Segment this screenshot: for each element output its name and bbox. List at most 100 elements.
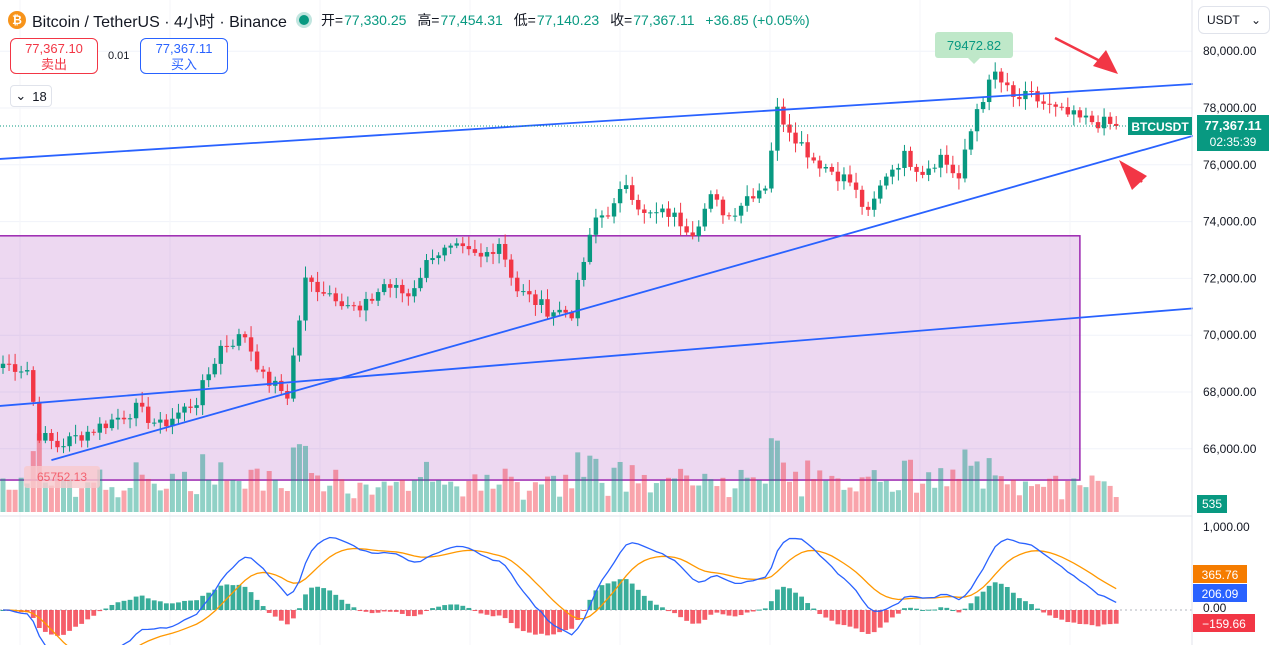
candle[interactable] [188,398,193,414]
candle[interactable] [775,97,780,161]
candle[interactable] [1011,81,1016,107]
candle[interactable] [1114,116,1119,130]
candle[interactable] [533,289,538,316]
candle[interactable] [12,353,18,381]
candle[interactable] [654,202,659,224]
candle[interactable] [611,198,617,224]
candle[interactable] [872,191,877,217]
candle[interactable] [25,361,30,376]
candle[interactable] [127,413,133,429]
candle[interactable] [648,210,653,219]
candle[interactable] [375,288,381,307]
candle[interactable] [587,228,593,265]
candle[interactable] [527,279,532,303]
candle[interactable] [182,403,187,422]
candle[interactable] [466,236,472,256]
candle[interactable] [230,339,236,350]
candle[interactable] [248,326,254,362]
candle[interactable] [1101,108,1107,136]
candle[interactable] [363,291,369,322]
candle[interactable] [152,418,157,427]
candle[interactable] [43,426,48,444]
candle[interactable] [381,278,387,296]
candle[interactable] [968,128,974,155]
sell-button[interactable]: 77,367.10 卖出 [10,38,98,74]
candle[interactable] [61,438,66,454]
candle[interactable] [224,335,230,353]
candle[interactable] [878,180,883,204]
candle[interactable] [859,185,865,215]
candle[interactable] [545,289,550,320]
candle[interactable] [956,165,962,190]
candle[interactable] [424,253,429,283]
candle[interactable] [430,249,435,265]
mid-trend-line[interactable] [0,307,1195,407]
candle[interactable] [986,74,992,111]
candle[interactable] [684,218,689,236]
candle[interactable] [509,254,514,286]
candle[interactable] [593,208,599,244]
candle[interactable] [146,397,151,429]
candle[interactable] [642,204,647,224]
candle[interactable] [974,103,980,142]
candle[interactable] [890,164,895,185]
candle[interactable] [115,408,121,430]
candle[interactable] [406,288,411,306]
rising-support-line[interactable] [51,132,1202,462]
candle[interactable] [6,354,12,371]
candle[interactable] [835,162,841,191]
candle[interactable] [932,163,937,173]
upper-channel-line[interactable] [0,82,1195,160]
candle[interactable] [660,204,665,218]
candle[interactable] [0,355,6,374]
candle[interactable] [388,279,393,298]
candle[interactable] [333,287,338,307]
candle[interactable] [339,293,344,310]
candle[interactable] [436,252,441,265]
candle[interactable] [805,134,810,169]
candle[interactable] [472,239,478,256]
candle[interactable] [502,234,508,268]
candle[interactable] [799,131,804,146]
candle[interactable] [170,408,175,435]
candle[interactable] [490,243,496,265]
candle[interactable] [769,142,774,193]
candle[interactable] [623,174,629,194]
candle[interactable] [793,122,798,153]
candle[interactable] [811,152,816,164]
candle[interactable] [581,257,586,287]
candle[interactable] [454,238,459,249]
candle[interactable] [696,220,701,242]
candle[interactable] [291,347,296,402]
candle[interactable] [139,391,145,413]
candle[interactable] [315,271,320,302]
candle[interactable] [73,424,78,444]
candle[interactable] [285,384,290,406]
candle[interactable] [751,188,756,203]
candle[interactable] [557,301,562,315]
candle[interactable] [109,413,115,431]
candle[interactable] [708,190,714,213]
candle[interactable] [212,358,217,378]
candle[interactable] [97,417,102,440]
candle[interactable] [1077,107,1083,123]
candle[interactable] [327,285,332,297]
candle[interactable] [200,374,205,415]
candle[interactable] [442,244,447,262]
candle[interactable] [787,114,792,142]
candle[interactable] [1023,81,1028,110]
candle[interactable] [515,271,520,297]
candle[interactable] [605,206,611,219]
candle[interactable] [539,290,544,314]
candle[interactable] [575,272,580,327]
candle[interactable] [884,173,889,190]
candle[interactable] [242,331,248,343]
candle[interactable] [1053,101,1058,117]
candle[interactable] [1041,94,1046,110]
candle[interactable] [412,280,417,303]
candle[interactable] [206,367,211,388]
candle[interactable] [345,296,351,309]
candle[interactable] [865,201,871,216]
candle[interactable] [351,301,357,311]
